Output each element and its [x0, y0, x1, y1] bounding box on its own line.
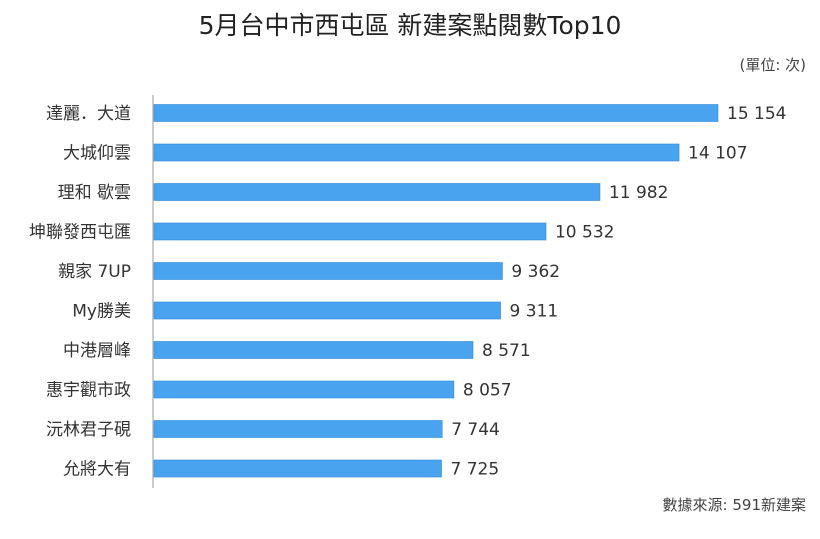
category-label: My勝美: [72, 302, 131, 322]
source-note: 數據來源: 591新建案: [662, 496, 806, 514]
value-label: 15 154: [727, 104, 786, 124]
category-label: 惠宇觀市政: [46, 381, 131, 401]
bar: [153, 262, 503, 280]
bar: [153, 459, 442, 478]
value-label: 9 311: [510, 302, 559, 322]
bar: [153, 380, 455, 399]
value-label: 14 107: [688, 144, 747, 164]
value-label: 9 362: [511, 262, 560, 282]
category-label: 達麗．大道: [46, 104, 131, 124]
value-label: 11 982: [609, 183, 668, 203]
value-label: 7 744: [451, 420, 500, 440]
value-label: 8 057: [463, 381, 512, 401]
bar: [153, 183, 601, 201]
category-label: 允將大有: [63, 460, 131, 480]
bar: [153, 104, 719, 122]
bar: [153, 341, 474, 359]
bar: [153, 222, 547, 241]
category-label: 大城仰雲: [63, 144, 131, 164]
category-label: 坤聯發西屯匯: [29, 223, 131, 243]
bar: [153, 143, 680, 162]
unit-note: (單位: 次): [739, 56, 806, 74]
value-label: 10 532: [555, 223, 614, 243]
category-label: 理和 歇雲: [58, 183, 131, 203]
chart-title: 5月台中市西屯區 新建案點閱數Top10: [198, 11, 622, 40]
bar: [153, 420, 443, 438]
bar: [153, 301, 501, 320]
value-label: 7 725: [451, 460, 500, 480]
category-label: 沅林君子硯: [46, 420, 131, 440]
value-label: 8 571: [482, 341, 531, 361]
category-label: 中港層峰: [63, 341, 131, 361]
category-label: 親家 7UP: [58, 262, 131, 282]
